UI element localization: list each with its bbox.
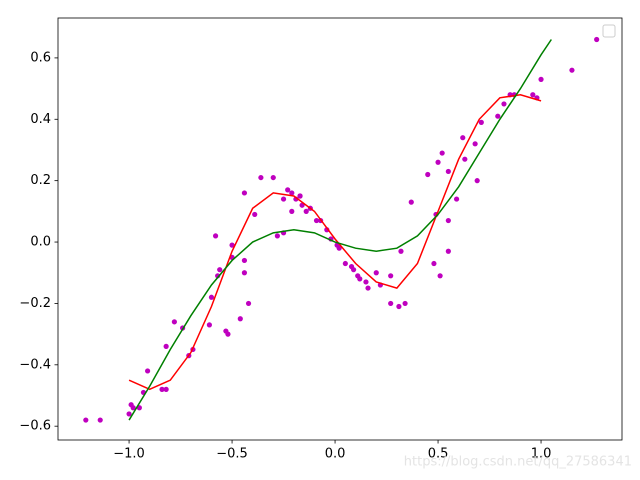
scatter-point (163, 386, 169, 392)
x-tick-label: −1.0 (113, 447, 145, 462)
scatter-point (462, 156, 468, 162)
scatter-point (274, 233, 280, 239)
scatter-point (435, 159, 441, 165)
plot-frame (57, 17, 623, 441)
scatter-point (460, 135, 466, 141)
scatter-point (431, 260, 437, 267)
x-tick-label: 0.5 (428, 447, 449, 462)
scatter-point (237, 316, 243, 322)
scatter-point (159, 386, 165, 392)
scatter-point (245, 300, 252, 307)
scatter-point (445, 248, 451, 254)
scatter-point (289, 208, 295, 214)
scatter-point (229, 242, 235, 248)
scatter-point (373, 270, 379, 276)
scatter-point (495, 113, 501, 119)
scatter-point (241, 257, 248, 264)
scatter-point (453, 196, 460, 202)
scatter-point (363, 279, 369, 285)
scatter-point (126, 411, 132, 417)
scatter-point (336, 245, 342, 251)
scatter-point (303, 208, 309, 214)
scatter-point (252, 211, 258, 218)
scatter-point (270, 174, 276, 181)
scatter-point (445, 168, 451, 175)
scatter-point (594, 36, 600, 43)
scatter-point (388, 273, 394, 279)
scatter-point (342, 260, 348, 267)
scatter-point (258, 174, 264, 181)
scatter-point (97, 417, 103, 423)
scatter-point (388, 300, 394, 307)
scatter-point (478, 119, 484, 125)
scatter-point (297, 193, 303, 199)
legend (602, 24, 616, 38)
scatter-point (285, 187, 291, 193)
x-tick-label: −0.5 (216, 447, 248, 462)
scatter-point (350, 267, 357, 273)
scatter-point (208, 294, 215, 300)
scatter-point (439, 150, 445, 156)
scatter-point (130, 405, 136, 411)
scatter-point (501, 101, 507, 107)
scatter-point (225, 331, 231, 337)
scatter-point (472, 141, 478, 147)
scatter-point (83, 417, 89, 423)
scatter-point (569, 67, 575, 73)
scatter-point (398, 248, 404, 254)
scatter-point (445, 217, 451, 224)
y-tick-label: −0.2 (19, 296, 51, 311)
scatter-point (474, 178, 480, 184)
y-tick-label: 0.6 (30, 50, 51, 65)
scatter-point (206, 322, 213, 328)
scatter-point (437, 273, 443, 279)
scatter-point (357, 276, 363, 282)
scatter-point (171, 319, 177, 325)
scatter-point (280, 196, 287, 202)
scatter-point (530, 92, 536, 98)
scatter-point (396, 303, 402, 310)
scatter-point (163, 343, 169, 349)
watermark: https://blog.csdn.net/qq_27586341 (404, 455, 632, 470)
scatter-point (212, 233, 219, 239)
scatter-point (289, 190, 295, 196)
y-tick-label: 0.0 (30, 235, 51, 250)
scatter-point (241, 270, 248, 276)
y-tick-label: 0.4 (30, 112, 51, 127)
scatter-point (145, 368, 151, 374)
scatter-point (313, 217, 320, 224)
y-tick-label: 0.2 (30, 173, 51, 188)
scatter-point (365, 285, 371, 291)
line (128, 93, 542, 391)
line (128, 39, 552, 421)
y-tick-label: −0.4 (19, 357, 51, 372)
scatter-point (425, 171, 431, 178)
scatter-point (402, 300, 408, 307)
x-tick-label: 0.0 (325, 447, 346, 462)
scatter-point (241, 190, 248, 196)
scatter-point (538, 76, 544, 82)
x-tick-label: 1.0 (531, 447, 552, 462)
scatter-point (217, 267, 223, 273)
y-tick-label: −0.6 (19, 419, 51, 434)
scatter-point (408, 199, 414, 205)
